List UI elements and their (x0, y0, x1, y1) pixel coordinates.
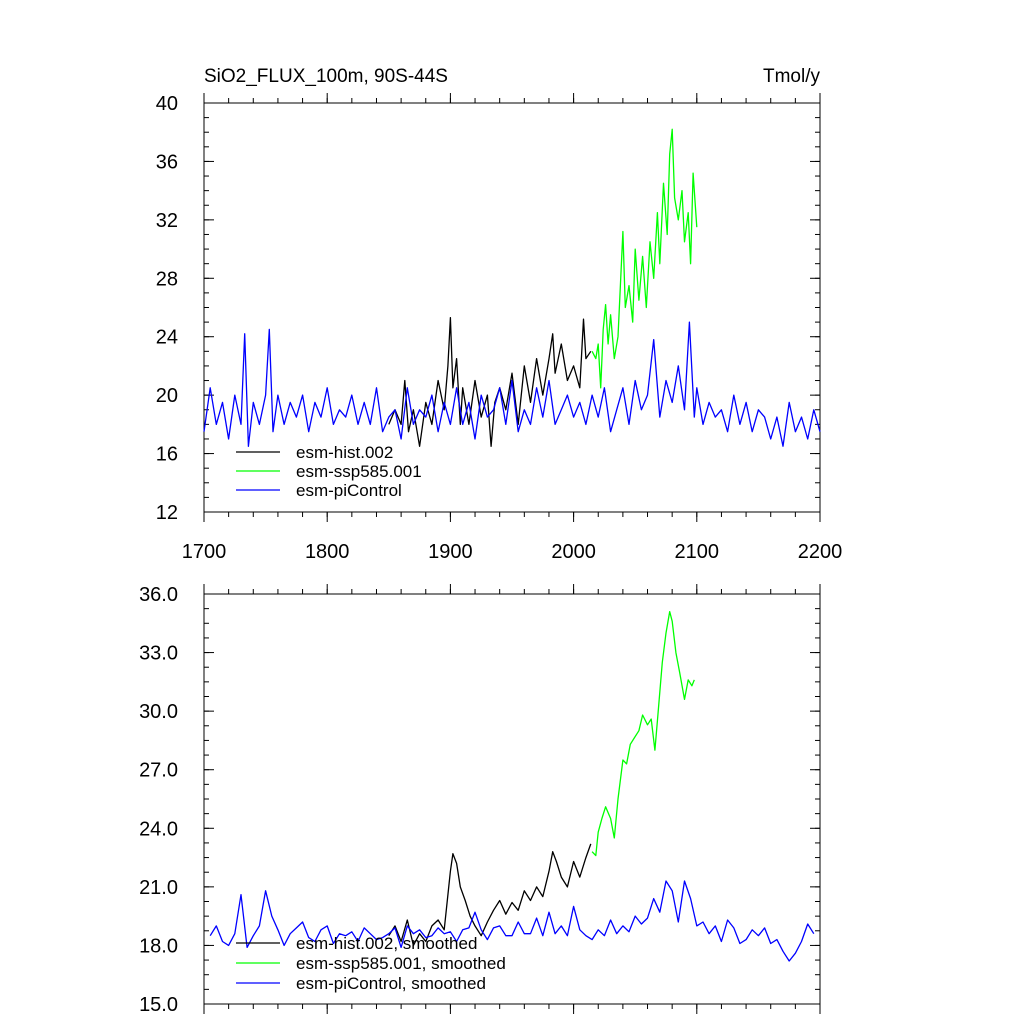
y-tick-label: 36.0 (139, 584, 178, 606)
axis-ticks-bottom (203, 584, 821, 1014)
legend-label: esm-hist.002, smoothed (296, 934, 477, 953)
series-line-2 (203, 321, 821, 447)
legend-label: esm-hist.002 (296, 443, 393, 462)
x-tick-label: 1900 (428, 541, 473, 563)
y-tick-label: 32 (156, 210, 178, 232)
y-tick-label: 24.0 (139, 818, 178, 840)
axis-ticks-top (203, 93, 821, 522)
y-tick-label: 36 (156, 151, 178, 173)
x-tick-label: 2100 (675, 541, 720, 563)
legend-label: esm-ssp585.001, smoothed (296, 954, 506, 973)
x-tick-label: 1700 (182, 541, 227, 563)
y-tick-label: 16 (156, 444, 178, 466)
tick-labels-bottom: 15.0 18.0 21.0 24.0 27.0 30.0 33.0 36.0 (139, 584, 178, 1016)
units-label: Tmol/y (763, 66, 821, 87)
y-tick-label: 20 (156, 385, 178, 407)
series-line-2 (209, 880, 815, 962)
y-tick-label: 18.0 (139, 935, 178, 957)
y-tick-label: 24 (156, 327, 178, 349)
series-lines-top (203, 128, 821, 447)
series-line-0 (388, 317, 592, 447)
x-tick-label: 1800 (305, 541, 350, 563)
y-tick-label: 27.0 (139, 760, 178, 782)
legend-label: esm-piControl (296, 481, 402, 500)
x-tick-label: 2200 (798, 541, 843, 563)
legend-label: esm-piControl, smoothed (296, 974, 486, 993)
y-tick-label: 40 (156, 93, 178, 115)
y-tick-label: 21.0 (139, 877, 178, 899)
tick-labels-top: 12 16 20 24 28 32 36 40 1700 1800 1900 2000 2100 2200 (156, 93, 843, 563)
series-line-0 (388, 843, 592, 947)
legend-label: esm-ssp585.001 (296, 462, 422, 481)
y-tick-label: 33.0 (139, 643, 178, 665)
y-tick-label: 12 (156, 502, 178, 524)
y-tick-label: 28 (156, 268, 178, 290)
y-tick-label: 30.0 (139, 701, 178, 723)
top-panel: SiO2_FLUX_100m, 90S-44S Tmol/y 12 16 20 24 2… (156, 66, 843, 563)
series-line-1 (591, 610, 695, 857)
series-line-1 (591, 128, 698, 389)
chart-title: SiO2_FLUX_100m, 90S-44S (204, 66, 448, 87)
series-lines-bottom (209, 610, 815, 962)
bottom-panel: 15.0 18.0 21.0 24.0 27.0 30.0 33.0 36.0 esm-his… (139, 584, 821, 1016)
x-tick-label: 2000 (551, 541, 596, 563)
y-tick-label: 15.0 (139, 994, 178, 1016)
